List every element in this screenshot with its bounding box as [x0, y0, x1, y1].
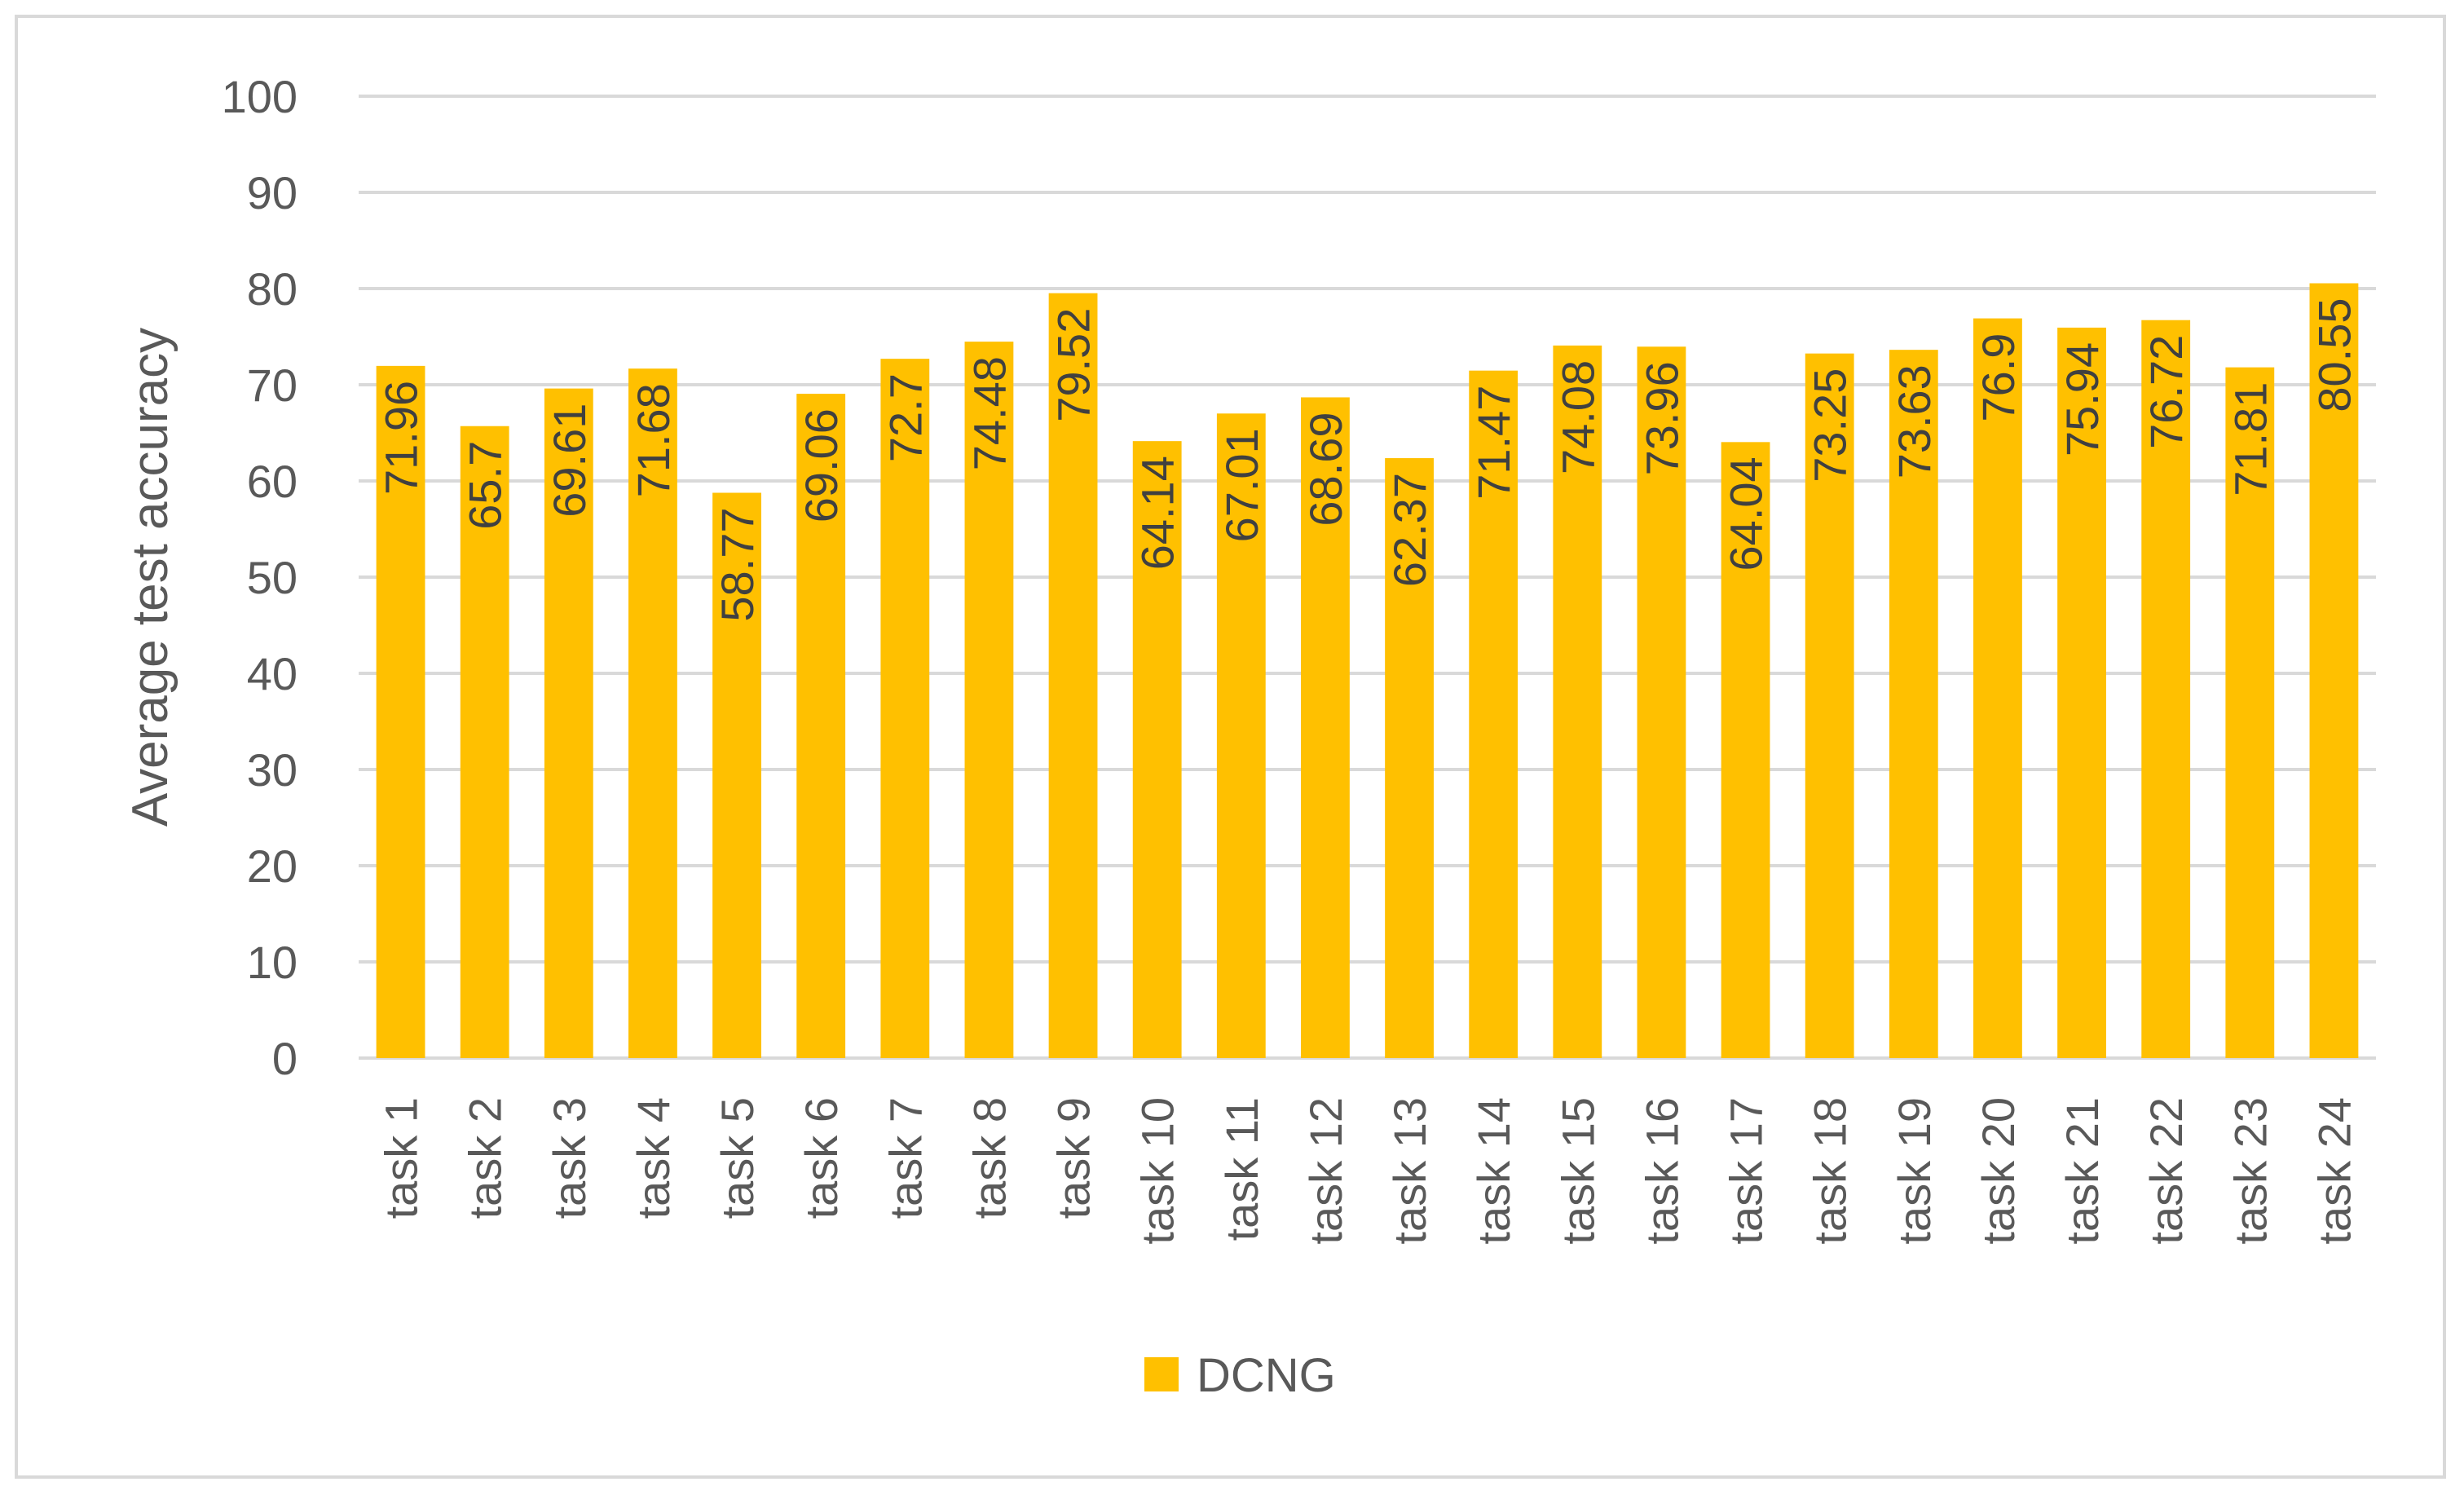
bar-task-3: [544, 388, 593, 1058]
gridlines: [359, 95, 2376, 1060]
y-tick-label: 10: [247, 937, 298, 988]
y-tick-label: 80: [247, 263, 298, 315]
bar-task-7: [880, 359, 930, 1058]
x-tick-label: task 9: [1048, 1097, 1100, 1219]
data-label: 80.55: [2308, 298, 2360, 412]
data-label: 64.04: [1721, 456, 1772, 571]
bar-task-22: [2141, 320, 2191, 1059]
bar-task-2: [460, 426, 509, 1058]
x-tick-label: task 5: [712, 1097, 763, 1219]
data-label: 73.96: [1636, 361, 1687, 475]
data-label: 65.7: [460, 441, 511, 530]
data-label: 79.52: [1048, 308, 1100, 422]
bar-task-5: [712, 492, 761, 1058]
y-axis-ticks: 0 10 20 30 40 50 60 70 80 90 100: [222, 71, 298, 1084]
bar-task-12: [1301, 397, 1350, 1058]
y-axis-title: Average test accuracy: [122, 328, 179, 827]
x-tick-label: task 20: [1973, 1097, 2024, 1245]
bar-task-13: [1385, 458, 1434, 1058]
bar-task-24: [2309, 283, 2359, 1058]
y-tick-label: 60: [247, 456, 298, 507]
bar-task-17: [1721, 442, 1770, 1058]
data-labels: 71.96 65.7 69.61 71.68 58.77 69.06 72.7 74.48 79…: [376, 298, 2360, 622]
x-tick-label: task 8: [963, 1097, 1015, 1219]
data-label: 68.69: [1300, 412, 1351, 526]
bar-task-23: [2225, 367, 2275, 1059]
data-label: 73.25: [1805, 368, 1856, 483]
data-label: 74.48: [963, 356, 1015, 470]
x-tick-label: task 21: [2056, 1097, 2108, 1245]
data-label: 71.68: [628, 383, 679, 497]
bar-task-8: [964, 342, 1014, 1058]
x-tick-label: task 14: [1468, 1097, 1519, 1245]
x-tick-label: task 3: [544, 1097, 595, 1219]
data-label: 71.96: [376, 381, 427, 495]
x-tick-label: task 24: [2308, 1097, 2360, 1245]
x-tick-label: task 15: [1552, 1097, 1603, 1245]
y-tick-label: 30: [247, 744, 298, 796]
data-label: 67.01: [1216, 428, 1267, 542]
x-axis-ticks: task 1 task 2 task 3 task 4 task 5 task 6 task…: [376, 1097, 2360, 1245]
bar-task-19: [1889, 350, 1938, 1058]
x-tick-label: task 12: [1300, 1097, 1351, 1245]
x-tick-label: task 6: [796, 1097, 847, 1219]
x-tick-label: task 19: [1889, 1097, 1940, 1245]
y-tick-label: 50: [247, 552, 298, 603]
data-label: 62.37: [1384, 473, 1435, 587]
bar-task-6: [796, 394, 846, 1058]
x-tick-label: task 2: [460, 1097, 511, 1219]
bar-task-1: [376, 365, 425, 1058]
x-tick-label: task 22: [2140, 1097, 2192, 1245]
bar-task-10: [1132, 441, 1182, 1058]
x-tick-label: task 10: [1132, 1097, 1184, 1245]
bar-task-20: [1973, 318, 2022, 1059]
bars: [376, 283, 2359, 1059]
y-tick-label: 70: [247, 359, 298, 411]
data-label: 64.14: [1132, 456, 1184, 570]
x-tick-label: task 23: [2224, 1097, 2276, 1245]
data-label: 69.06: [796, 408, 847, 523]
bar-task-16: [1637, 346, 1686, 1059]
data-label: 75.94: [2056, 342, 2108, 456]
legend-swatch-dcng: [1144, 1357, 1179, 1391]
y-tick-label: 20: [247, 840, 298, 892]
data-label: 76.9: [1973, 333, 2024, 422]
legend: DCNG: [1144, 1349, 1336, 1402]
bar-task-4: [628, 368, 677, 1058]
bar-task-18: [1805, 353, 1854, 1058]
x-tick-label: task 7: [879, 1097, 931, 1219]
data-label: 72.7: [879, 373, 931, 462]
data-label: 71.81: [2224, 382, 2276, 496]
data-label: 73.63: [1889, 364, 1940, 478]
x-tick-label: task 4: [628, 1097, 679, 1219]
bar-task-21: [2057, 327, 2106, 1059]
bar-task-9: [1048, 293, 1098, 1058]
x-tick-label: task 1: [376, 1097, 427, 1219]
x-tick-label: task 18: [1805, 1097, 1856, 1245]
x-tick-label: task 13: [1384, 1097, 1435, 1245]
y-tick-label: 0: [272, 1033, 298, 1084]
data-label: 71.47: [1468, 386, 1519, 500]
bar-task-11: [1216, 413, 1266, 1059]
data-label: 58.77: [712, 508, 763, 622]
data-label: 69.61: [544, 404, 595, 518]
y-tick-label: 40: [247, 648, 298, 699]
bar-task-15: [1553, 345, 1602, 1059]
x-tick-label: task 11: [1216, 1097, 1267, 1241]
x-tick-label: task 16: [1636, 1097, 1687, 1245]
data-label: 76.72: [2140, 335, 2192, 449]
legend-label-dcng: DCNG: [1197, 1349, 1336, 1402]
data-label: 74.08: [1552, 360, 1603, 474]
y-tick-label: 100: [222, 71, 298, 122]
x-tick-label: task 17: [1721, 1097, 1772, 1245]
bar-task-14: [1469, 370, 1519, 1058]
y-tick-label: 90: [247, 167, 298, 218]
